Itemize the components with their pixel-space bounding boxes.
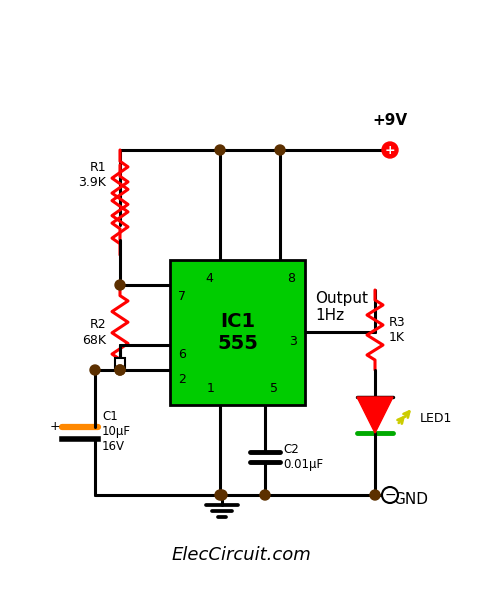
Text: 1: 1	[207, 382, 215, 395]
Circle shape	[384, 490, 394, 500]
Text: R1
3.9K: R1 3.9K	[78, 161, 106, 189]
Circle shape	[369, 490, 379, 500]
Circle shape	[215, 490, 225, 500]
Text: 2: 2	[178, 373, 185, 386]
Text: Output
1Hz: Output 1Hz	[314, 291, 367, 323]
Text: C2
0.01μF: C2 0.01μF	[282, 443, 323, 471]
Circle shape	[115, 365, 125, 375]
Polygon shape	[356, 397, 392, 433]
Text: ElecCircuit.com: ElecCircuit.com	[171, 546, 310, 564]
Circle shape	[115, 280, 125, 290]
Text: +: +	[384, 143, 395, 157]
FancyBboxPatch shape	[169, 260, 304, 405]
Circle shape	[115, 365, 125, 375]
Text: +9V: +9V	[372, 113, 407, 128]
Circle shape	[381, 487, 397, 503]
Text: 5: 5	[269, 382, 277, 395]
Circle shape	[90, 365, 100, 375]
Circle shape	[216, 490, 227, 500]
Text: 4: 4	[204, 272, 213, 285]
Circle shape	[275, 145, 285, 155]
Circle shape	[260, 490, 269, 500]
Text: 8: 8	[287, 272, 294, 285]
Bar	[115, 358, 125, 368]
Text: GND: GND	[392, 493, 427, 508]
Text: R3
1K: R3 1K	[388, 316, 405, 344]
Text: IC1
555: IC1 555	[216, 312, 257, 353]
Text: 3: 3	[288, 335, 296, 348]
Circle shape	[215, 145, 225, 155]
Text: R2
68K: R2 68K	[82, 319, 106, 346]
Text: 7: 7	[178, 290, 186, 303]
Text: 6: 6	[178, 348, 185, 361]
Circle shape	[381, 142, 397, 158]
Text: −: −	[384, 488, 395, 502]
Text: +: +	[49, 421, 60, 433]
Text: C1
10μF
16V: C1 10μF 16V	[102, 410, 131, 454]
Text: LED1: LED1	[419, 412, 451, 425]
